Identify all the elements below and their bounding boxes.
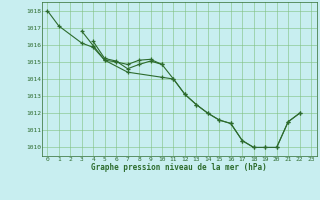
X-axis label: Graphe pression niveau de la mer (hPa): Graphe pression niveau de la mer (hPa)	[91, 163, 267, 172]
